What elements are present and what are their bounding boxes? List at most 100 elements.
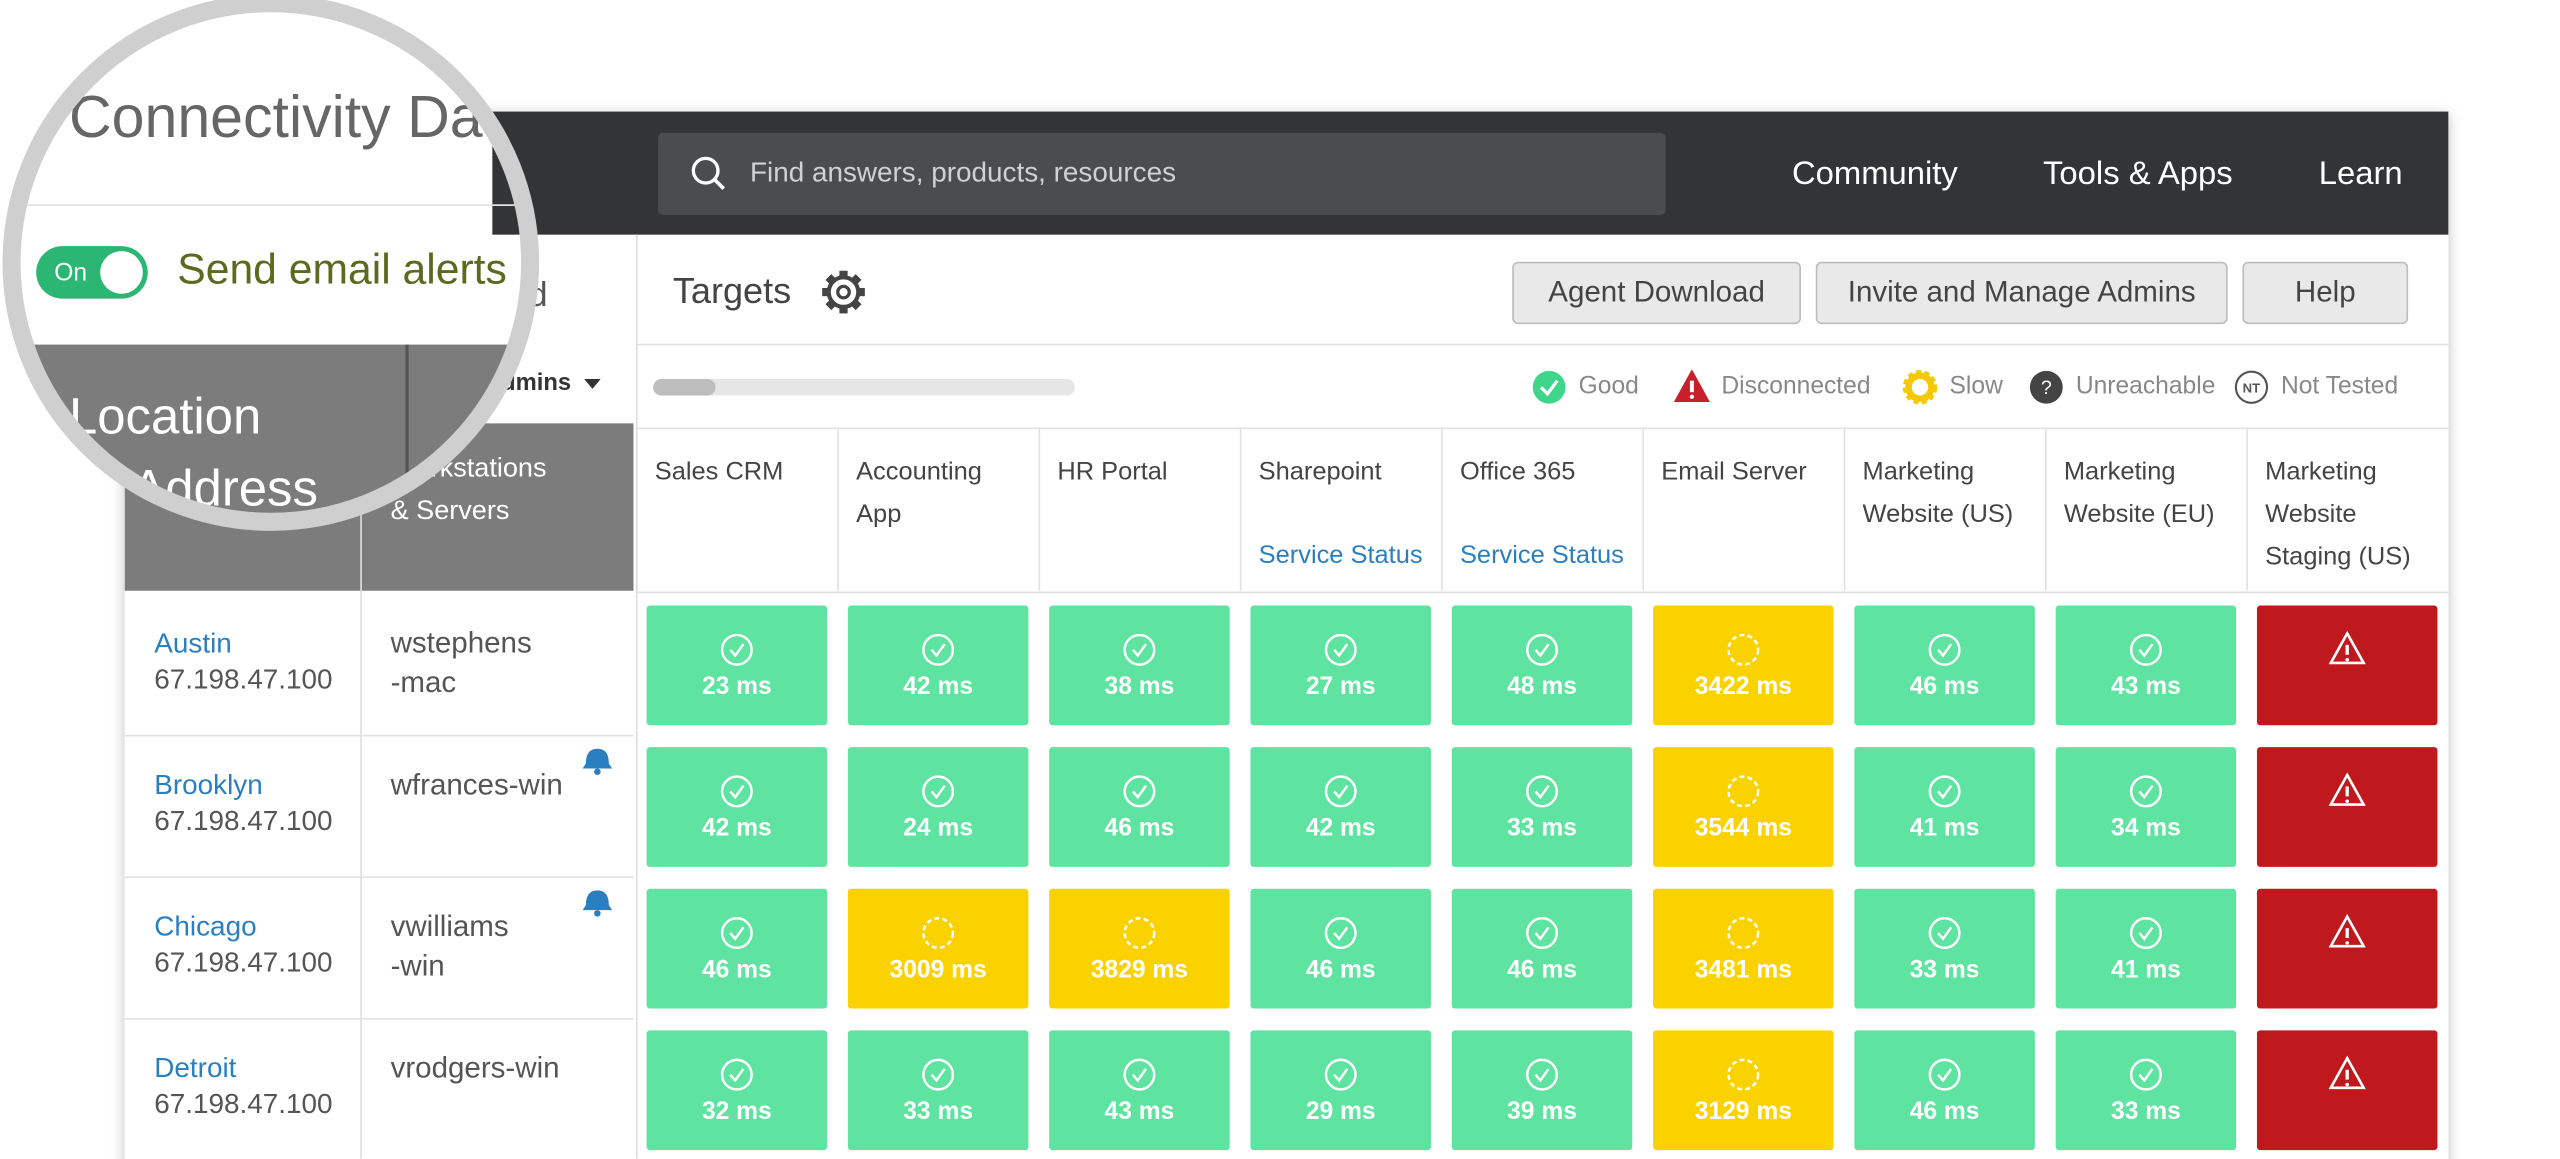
check-mark: [1937, 643, 1953, 658]
status-cell[interactable]: [1049, 888, 1230, 1009]
host-name: vrodgers-win: [391, 1052, 560, 1085]
button[interactable]: [1815, 261, 2228, 325]
button-label[interactable]: Help: [2295, 276, 2356, 309]
good-icon: [720, 775, 753, 808]
location-link[interactable]: Chicago: [154, 910, 256, 941]
check-mark: [729, 1068, 745, 1083]
latency-label: 24 ms: [903, 815, 973, 842]
search-icon: [691, 156, 720, 185]
good-icon: [720, 1058, 753, 1091]
ip-address: 67.198.47.100: [154, 663, 332, 694]
host-name: -win: [391, 949, 445, 982]
location-link[interactable]: Austin: [154, 627, 231, 658]
good-icon: [1532, 370, 1566, 404]
toggle-state: On: [54, 260, 87, 287]
legend-label: Good: [1579, 373, 1639, 400]
button-label[interactable]: Invite and Manage Admins: [1848, 276, 2196, 309]
status-cell[interactable]: [2256, 747, 2438, 867]
status-cell[interactable]: [1653, 605, 1834, 726]
latency-label: 46 ms: [1105, 815, 1175, 842]
latency-label: 33 ms: [1507, 815, 1577, 842]
good-icon: [2129, 775, 2162, 808]
latency-label: 32 ms: [702, 1098, 772, 1125]
unreachable-icon: [2029, 370, 2063, 404]
warning-icon: [2328, 1055, 2366, 1090]
status-cell[interactable]: [1653, 747, 1834, 867]
location-link[interactable]: Detroit: [154, 1052, 236, 1083]
warning-dot: [2345, 799, 2350, 804]
latency-label: 46 ms: [702, 956, 772, 983]
good-icon: [1526, 1058, 1559, 1091]
status-cell[interactable]: [847, 888, 1029, 1009]
legend-label: Slow: [1950, 373, 2004, 400]
gear-icon[interactable]: [822, 270, 865, 314]
status-cell[interactable]: [2256, 888, 2438, 1009]
good-icon: [2129, 917, 2162, 950]
good-icon: [1123, 633, 1156, 666]
latency-label: 3422 ms: [1695, 673, 1792, 700]
legend-label: Unreachable: [2076, 373, 2216, 400]
latency-label: 46 ms: [1507, 956, 1577, 983]
latency-label: 33 ms: [903, 1098, 973, 1125]
check-mark: [1333, 926, 1349, 941]
latency-label: 41 ms: [2111, 956, 2181, 983]
target-name: HR Portal: [1057, 457, 1167, 485]
status-cell[interactable]: [1653, 888, 1834, 1009]
host-name: -mac: [391, 666, 457, 699]
button[interactable]: [1512, 261, 1802, 325]
search-box[interactable]: [658, 132, 1666, 215]
good-icon: [720, 633, 753, 666]
target-name: Marketing: [1863, 457, 1975, 485]
location-link[interactable]: Brooklyn: [154, 769, 262, 800]
check-mark: [1937, 784, 1953, 800]
warning-dot: [1689, 394, 1695, 399]
target-name: Email Server: [1661, 457, 1807, 485]
service-status-link[interactable]: Service Status: [1460, 541, 1624, 569]
latency-label: 33 ms: [1910, 956, 1980, 983]
host-name: wstephens: [390, 627, 532, 660]
page-title: Connectivity Da: [69, 84, 483, 150]
warning-bang: [1689, 380, 1694, 393]
latency-label: 39 ms: [1507, 1098, 1577, 1125]
latency-label: 3009 ms: [890, 956, 987, 983]
target-name: Office 365: [1460, 457, 1575, 485]
status-cell[interactable]: [1653, 1030, 1834, 1151]
slow-icon: [1727, 775, 1760, 808]
latency-label: 27 ms: [1306, 673, 1376, 700]
check-mark: [729, 926, 745, 941]
nav-link[interactable]: Learn: [2319, 154, 2403, 191]
ip-address: 67.198.47.100: [154, 947, 332, 978]
latency-label: 34 ms: [2111, 815, 2181, 842]
column-header: & Servers: [391, 494, 510, 525]
target-name: Website: [2265, 500, 2356, 528]
button-label[interactable]: Agent Download: [1548, 276, 1765, 309]
good-icon: [1526, 775, 1559, 808]
good-icon: [1123, 775, 1156, 808]
latency-label: 42 ms: [702, 815, 772, 842]
check-mark: [930, 1068, 946, 1083]
latency-label: 48 ms: [1507, 673, 1577, 700]
warning-dot: [2345, 1082, 2350, 1087]
good-icon: [1928, 775, 1961, 808]
magnifier-rim: [2, 0, 540, 531]
good-icon: [2129, 1058, 2162, 1091]
status-cell[interactable]: [2256, 1030, 2438, 1151]
target-name: Accounting: [856, 457, 982, 485]
latency-label: 3829 ms: [1091, 956, 1188, 983]
latency-label: 42 ms: [1306, 815, 1376, 842]
slow-icon: [1727, 633, 1760, 666]
service-status-link[interactable]: Service Status: [1259, 541, 1423, 569]
nav-link[interactable]: Community: [1792, 154, 1958, 191]
nav-link[interactable]: Tools & Apps: [2043, 154, 2233, 191]
warning-icon: [2328, 772, 2366, 806]
warning-icon: [2328, 630, 2366, 665]
check-mark: [2138, 926, 2154, 941]
not-tested-mark: NT: [2243, 380, 2260, 395]
good-icon: [1928, 633, 1961, 666]
good-icon: [922, 1058, 955, 1091]
status-cell[interactable]: [2256, 605, 2438, 726]
check-mark: [2138, 643, 2154, 658]
alert-bell-clapper: [594, 768, 601, 776]
button[interactable]: [2242, 261, 2409, 325]
